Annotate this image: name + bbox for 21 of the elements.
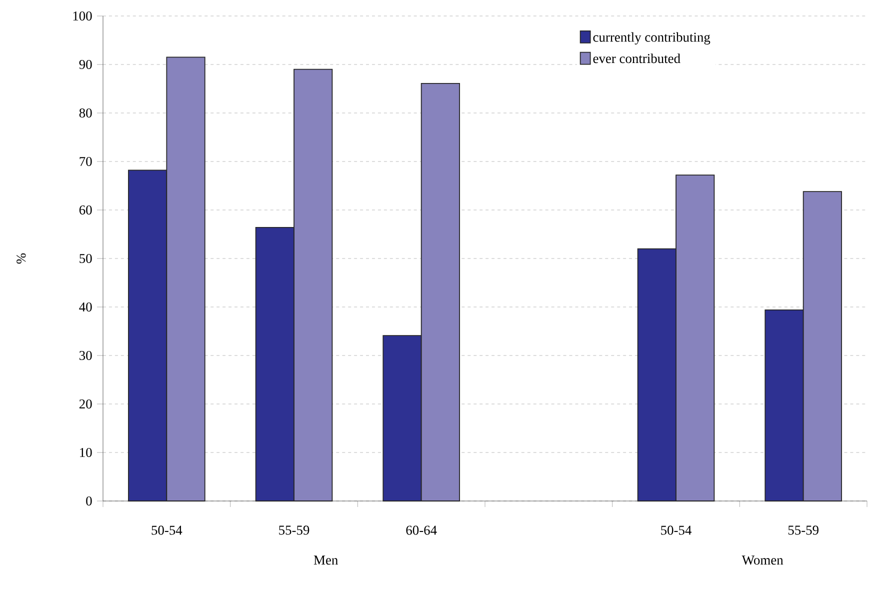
y-tick-label: 80 bbox=[79, 108, 92, 118]
y-tick-label: 90 bbox=[79, 60, 92, 70]
text: Men bbox=[314, 556, 338, 565]
legend-label: ever contributed bbox=[593, 54, 680, 64]
legend-label: currently contributing bbox=[593, 32, 710, 45]
y-tick-label: 50 bbox=[80, 254, 92, 264]
y-tick-label: 20 bbox=[79, 399, 92, 409]
text: Women bbox=[742, 556, 784, 565]
x-tick-label: 55-59 bbox=[279, 526, 310, 535]
y-tick-label: 100 bbox=[73, 11, 92, 21]
y-tick-label: 0 bbox=[86, 496, 92, 506]
x-tick-label: 60-64 bbox=[406, 526, 437, 535]
y-tick-label: 70 bbox=[80, 156, 92, 166]
y-axis-title: % bbox=[16, 253, 26, 264]
y-tick-label: 40 bbox=[79, 302, 92, 312]
x-tick-label: 55-59 bbox=[788, 526, 818, 535]
y-tick-label: 10 bbox=[80, 448, 92, 458]
x-tick-label: 50-54 bbox=[661, 526, 692, 535]
x-tick-label: 50-54 bbox=[152, 526, 182, 535]
y-tick-label: 60 bbox=[79, 205, 92, 215]
y-tick-label: 30 bbox=[80, 350, 92, 360]
